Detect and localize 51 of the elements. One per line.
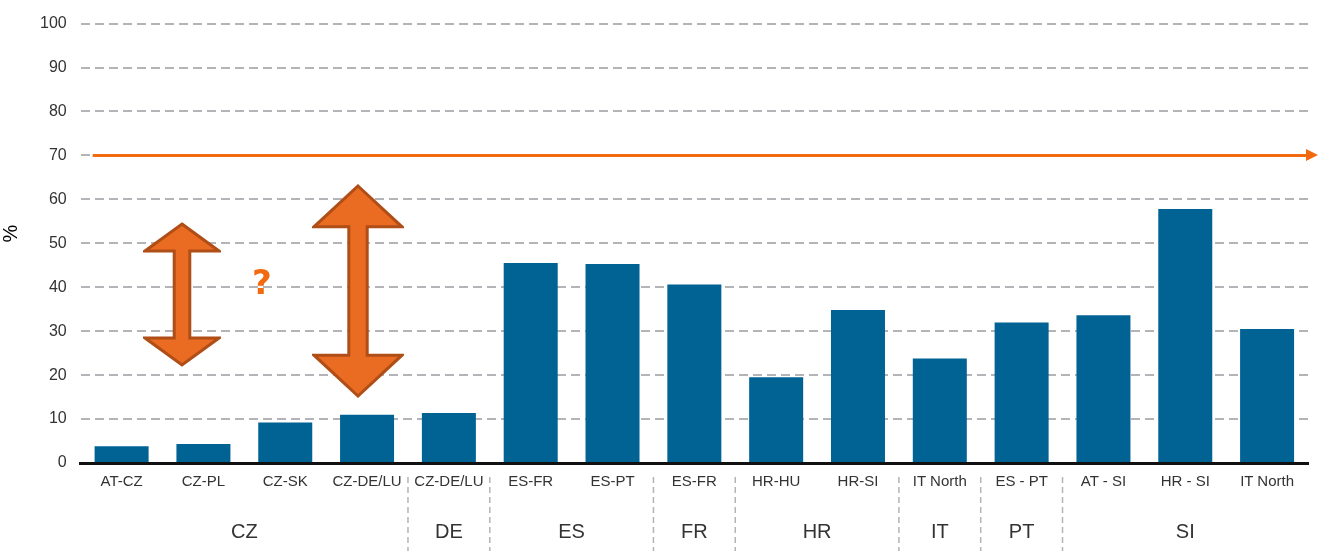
y-axis-title: % <box>0 224 23 243</box>
y-tick-label: 70 <box>48 145 67 163</box>
x-tick-label: ES-FR <box>508 472 554 490</box>
text: HR <box>802 519 832 542</box>
bar <box>258 422 313 462</box>
x-tick-label: HR - SI <box>1160 472 1210 490</box>
x-tick-label: ES-PT <box>590 472 635 490</box>
y-tick-label: 50 <box>48 233 67 251</box>
y-tick-label: 10 <box>48 409 67 427</box>
annotation: ? <box>252 262 272 302</box>
bar <box>421 412 476 462</box>
x-tick-label: CZ-DE/LU <box>414 472 484 490</box>
text: IT <box>930 519 949 542</box>
y-tick-label: 60 <box>48 189 67 207</box>
bar <box>830 310 885 462</box>
x-tick-label: IT North <box>1240 472 1295 490</box>
x-tick-label: IT North <box>912 472 967 490</box>
bar <box>749 377 804 462</box>
bar <box>503 263 558 462</box>
x-tick-label: HR-SI <box>837 472 879 490</box>
y-tick-label: 0 <box>57 453 67 471</box>
text: PT <box>1008 519 1035 542</box>
x-tick-label: CZ-DE/LU <box>332 472 402 490</box>
bar <box>94 446 149 462</box>
bar <box>585 263 640 462</box>
bar <box>1240 328 1295 462</box>
y-tick-label: 80 <box>48 101 67 119</box>
x-tick-label: AT-CZ <box>100 472 143 490</box>
x-tick-label: ES-FR <box>671 472 718 490</box>
text: DE <box>434 519 463 542</box>
x-tick-label: ES - PT <box>995 472 1048 490</box>
y-tick-label: 20 <box>48 365 67 383</box>
y-tick-label: 30 <box>48 321 67 339</box>
y-tick-label: 100 <box>39 14 67 32</box>
text: ES <box>558 519 585 542</box>
bar <box>176 444 231 462</box>
x-tick-label: AT - SI <box>1080 472 1127 490</box>
bar <box>1158 209 1213 462</box>
bar <box>340 414 395 462</box>
bar <box>1076 315 1131 462</box>
bar <box>667 284 722 462</box>
text: SI <box>1175 519 1195 542</box>
y-tick-label: 40 <box>48 277 67 295</box>
bar <box>912 358 967 462</box>
y-tick-label: 90 <box>48 57 67 75</box>
bar <box>994 322 1049 462</box>
x-tick-label: HR-HU <box>752 472 801 490</box>
x-tick-label: CZ-SK <box>262 472 308 490</box>
text: CZ <box>231 519 258 542</box>
text: FR <box>681 519 708 542</box>
x-tick-label: CZ-PL <box>181 472 226 490</box>
